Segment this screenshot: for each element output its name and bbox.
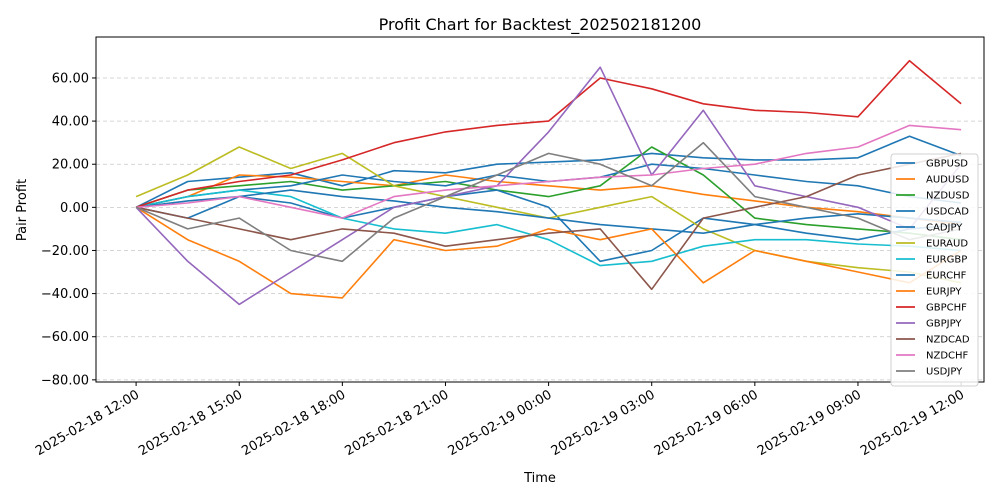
legend-label: USDCAD	[926, 207, 969, 218]
series-line-usdcad	[135, 189, 962, 263]
legend-label: CADJPY	[926, 223, 963, 234]
legend-label: GBPUSD	[926, 159, 968, 170]
series-line-usdjpy	[135, 141, 962, 263]
x-axis-label: Time	[523, 471, 556, 486]
legend-label: EURGBP	[926, 255, 967, 266]
series-line-nzdusd	[135, 146, 962, 241]
plot-frame	[95, 36, 985, 383]
series-lines	[135, 59, 962, 306]
series-line-gbpchf	[135, 59, 962, 209]
legend: GBPUSD AUDUSD NZDUSD USDCAD CADJPY EURAUD EURG…	[890, 153, 979, 387]
legend-label: EURAUD	[926, 239, 968, 250]
y-tick-label: 40.00	[52, 115, 89, 130]
legend-label: GBPJPY	[926, 319, 962, 330]
legend-label: USDJPY	[926, 367, 963, 378]
series-line-gbpjpy	[135, 66, 962, 306]
series-line-gbpusd	[135, 135, 962, 209]
y-axis: 60.00 40.00 20.00 0.00 −20.00 −40.00 −60.00 −80…	[41, 71, 96, 388]
series-line-nzdchf	[136, 124, 962, 219]
series-line-nzdcad	[135, 152, 962, 291]
y-tick-label: 60.00	[52, 71, 89, 86]
legend-label: NZDUSD	[926, 191, 970, 202]
y-axis-label: Pair Profit	[15, 179, 30, 241]
series-line-eurgbp	[135, 189, 962, 267]
chart-title: Profit Chart for Backtest_202502181200	[379, 15, 702, 35]
y-tick-label: −80.00	[41, 373, 89, 388]
y-tick-label: −40.00	[41, 287, 89, 302]
y-tick-label: −60.00	[41, 330, 89, 345]
y-tick-label: 20.00	[52, 158, 89, 173]
legend-label: EURJPY	[926, 287, 962, 298]
legend-label: NZDCAD	[926, 335, 970, 346]
legend-box	[890, 153, 979, 387]
series-line-eurchf	[136, 189, 962, 234]
y-tick-label: −20.00	[41, 244, 89, 259]
legend-label: GBPCHF	[926, 303, 967, 314]
legend-label: EURCHF	[926, 271, 967, 282]
legend-label: NZDCHF	[926, 351, 969, 362]
legend-label: AUDUSD	[926, 175, 970, 186]
y-tick-label: 0.00	[60, 201, 89, 216]
